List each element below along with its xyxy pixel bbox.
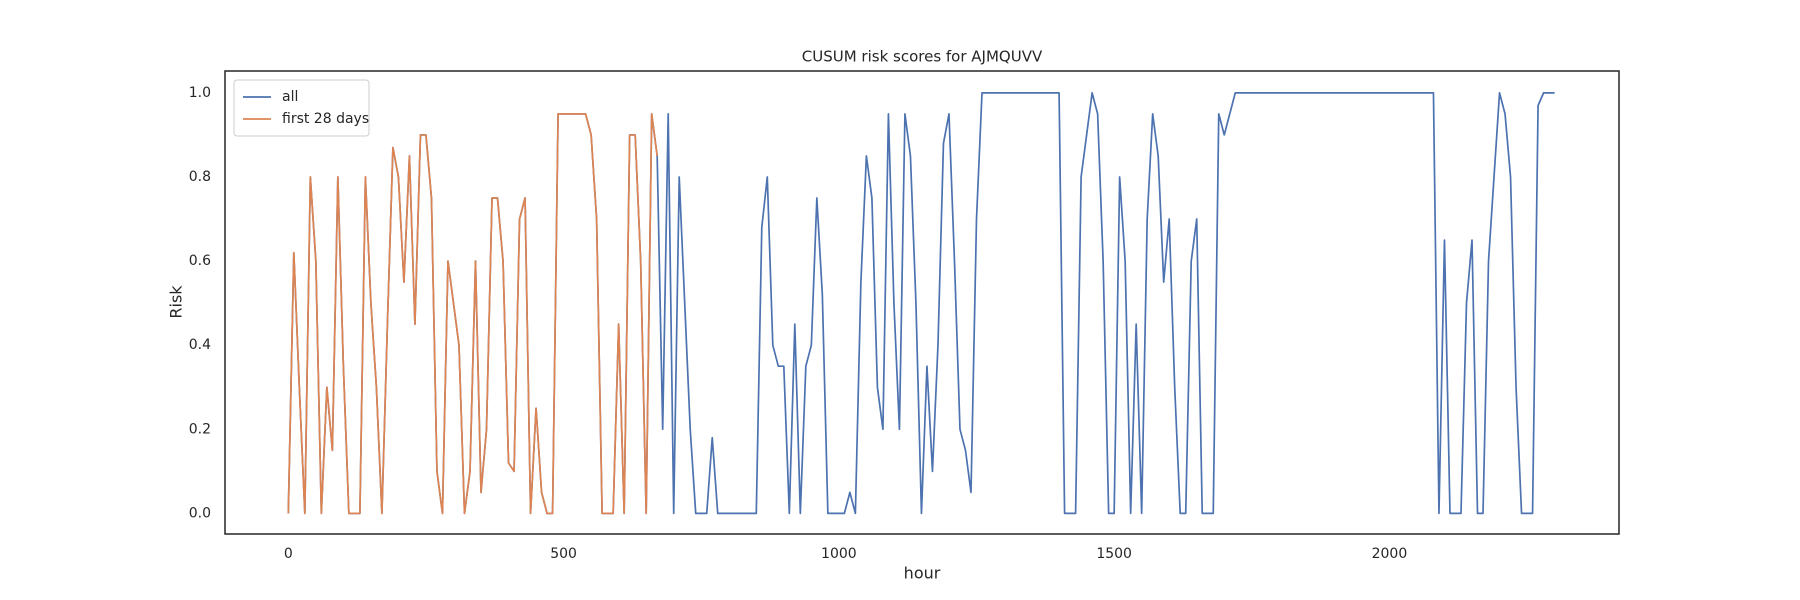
x-tick-label: 0 xyxy=(284,546,293,562)
line-series xyxy=(287,92,1555,515)
x-tick-label: 1000 xyxy=(821,546,857,562)
x-tick-label: 2000 xyxy=(1372,546,1408,562)
y-axis-label: Risk xyxy=(167,285,186,319)
x-tick-label: 1500 xyxy=(1096,546,1132,562)
y-tick-label: 0.4 xyxy=(189,337,211,353)
legend-label: first 28 days xyxy=(282,111,369,127)
line-series xyxy=(287,113,659,515)
y-tick-label: 1.0 xyxy=(189,85,211,101)
y-tick-label: 0.6 xyxy=(189,253,211,269)
legend: all first 28 days xyxy=(233,79,370,137)
legend-label: all xyxy=(282,89,298,105)
y-tick-label: 0.0 xyxy=(189,505,211,521)
y-tick-label: 0.2 xyxy=(189,421,211,437)
plot-frame xyxy=(224,70,1620,535)
x-axis-label: hour xyxy=(904,564,941,583)
y-tick-label: 0.8 xyxy=(189,169,211,185)
legend-box xyxy=(233,79,370,137)
x-tick-label: 500 xyxy=(550,546,577,562)
chart-title: CUSUM risk scores for AJMQUVV xyxy=(802,48,1043,66)
